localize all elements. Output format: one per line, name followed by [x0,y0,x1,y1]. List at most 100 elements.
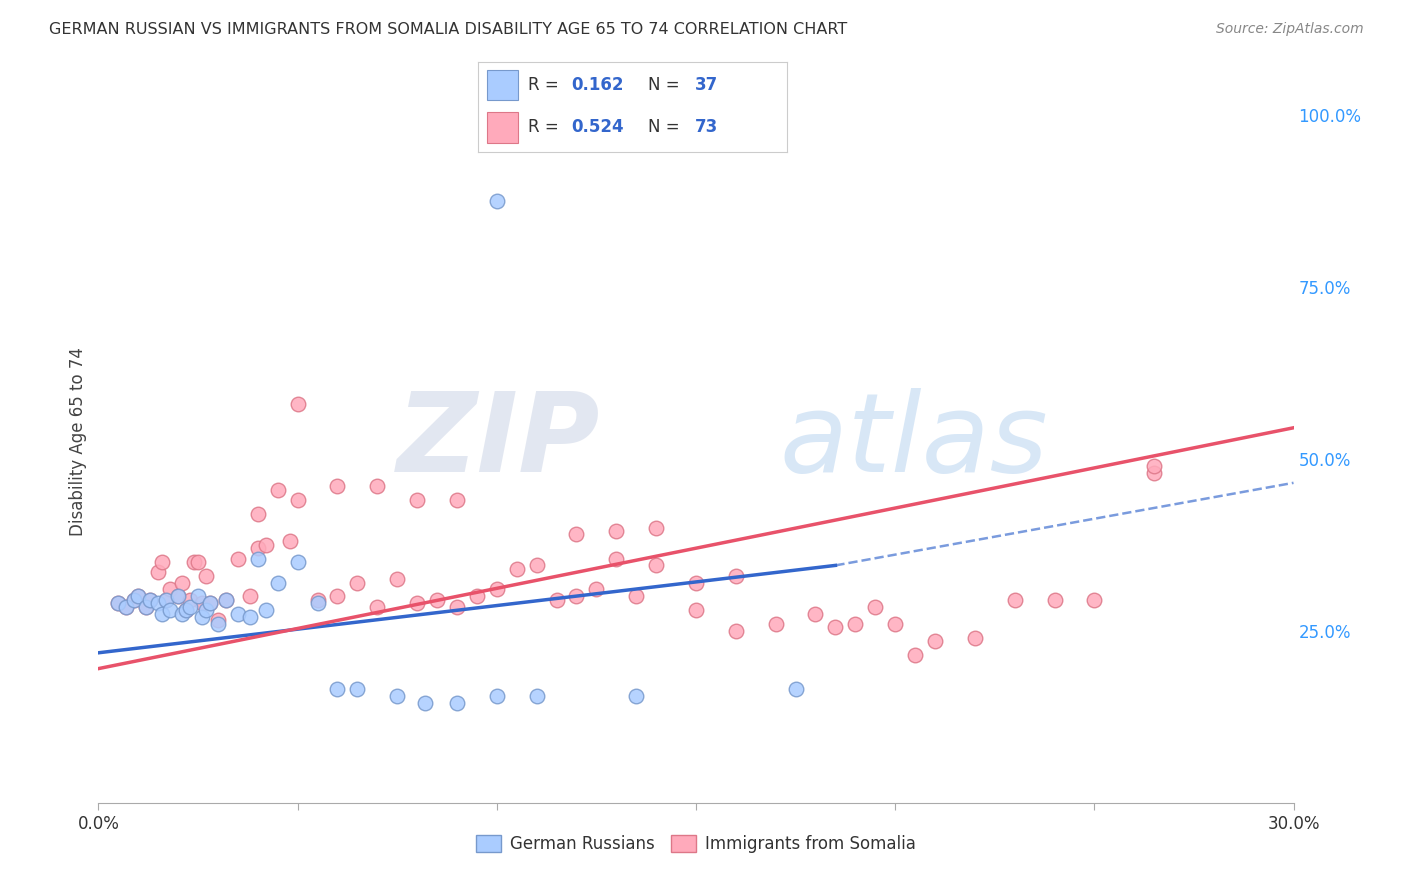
Point [287,397,309,411]
Point [645,558,668,573]
Point [446,493,468,508]
Y-axis label: Disability Age 65 to 74: Disability Age 65 to 74 [69,347,87,536]
Legend: German Russians, Immigrants from Somalia: German Russians, Immigrants from Somalia [470,828,922,860]
Point [287,555,309,569]
Point [124,592,146,607]
Text: R =: R = [527,76,569,94]
Point [167,590,190,604]
Point [724,624,747,638]
Point [148,566,170,580]
Point [172,575,194,590]
Point [526,558,548,573]
Point [195,568,218,582]
Text: GERMAN RUSSIAN VS IMMIGRANTS FROM SOMALIA DISABILITY AGE 65 TO 74 CORRELATION CH: GERMAN RUSSIAN VS IMMIGRANTS FROM SOMALI… [49,22,848,37]
Point [107,596,129,610]
Point [115,599,138,614]
Text: N =: N = [648,118,685,136]
Point [167,590,190,604]
Point [1143,458,1166,473]
Point [645,520,668,534]
Point [215,592,238,607]
Point [426,592,449,607]
Point [148,596,170,610]
Point [139,592,162,607]
Point [884,616,907,631]
Point [585,582,607,597]
Bar [488,112,519,143]
Text: N =: N = [648,76,685,94]
Point [465,590,488,604]
Point [1004,592,1026,607]
Point [546,592,568,607]
Point [191,596,214,610]
Point [207,616,229,631]
Point [924,634,946,648]
Point [446,599,468,614]
Point [155,592,177,607]
Text: R =: R = [527,118,569,136]
Point [107,596,129,610]
Point [1143,466,1166,480]
Point [326,682,349,697]
Point [267,575,290,590]
Point [385,572,409,586]
Point [605,551,627,566]
Point [1043,592,1066,607]
Point [724,568,747,582]
Point [246,551,269,566]
Point [187,555,209,569]
Point [485,689,508,703]
Point [565,527,588,541]
Point [124,592,146,607]
Text: 0.524: 0.524 [571,118,623,136]
Point [198,596,221,610]
Point [785,682,807,697]
Point [226,551,249,566]
Point [506,562,529,576]
Point [127,590,149,604]
Point [135,599,157,614]
Point [485,582,508,597]
Point [346,575,368,590]
Point [172,607,194,621]
Point [179,592,201,607]
Point [198,596,221,610]
Point [904,648,927,662]
Point [183,555,205,569]
Text: atlas: atlas [779,388,1049,495]
Point [326,590,349,604]
Point [278,534,301,549]
Text: 73: 73 [695,118,718,136]
Point [963,631,986,645]
Point [385,689,409,703]
Point [195,603,218,617]
Point [159,603,181,617]
Point [485,194,508,208]
Point [174,603,197,617]
Point [135,599,157,614]
Point [824,620,846,634]
Text: 0.162: 0.162 [571,76,623,94]
Point [267,483,290,497]
Point [626,689,648,703]
Point [685,603,707,617]
Point [254,603,277,617]
Point [765,616,787,631]
Point [366,599,388,614]
Bar [488,70,519,100]
Point [191,610,214,624]
Point [287,493,309,508]
Point [159,582,181,597]
Point [326,479,349,493]
Point [239,610,262,624]
Point [366,479,388,493]
Point [804,607,827,621]
Point [155,592,177,607]
Point [139,592,162,607]
Point [115,599,138,614]
Point [446,696,468,710]
Point [406,596,429,610]
Text: 37: 37 [695,76,718,94]
Point [254,538,277,552]
Point [844,616,866,631]
